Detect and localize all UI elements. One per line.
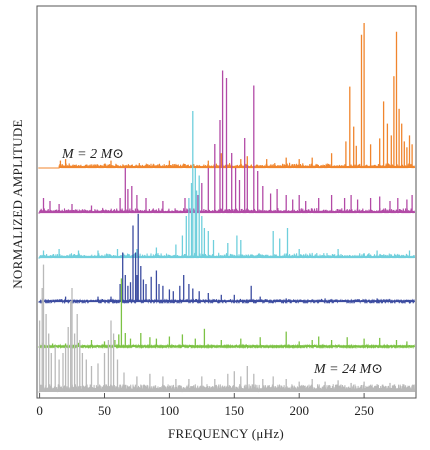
x-tick-label-150: 150 (225, 403, 245, 418)
x-axis-label: FREQUENCY (μHz) (168, 426, 284, 441)
series-s1-baseline (38, 162, 416, 169)
x-tick-label-0: 0 (36, 403, 43, 418)
x-tick-label-200: 200 (289, 403, 309, 418)
series-s6 (38, 264, 416, 393)
series-s5-baseline (38, 343, 416, 349)
annotation-2msun: M = 2 M⊙ (61, 147, 124, 162)
series-s4 (38, 213, 416, 304)
x-tick-label-250: 250 (354, 403, 374, 418)
series-s3 (38, 111, 416, 259)
x-ticks: 0 50 100 150 200 250 (36, 393, 374, 418)
x-tick-label-100: 100 (160, 403, 180, 418)
y-axis-label: NORMALIZED AMPLITUDE (10, 119, 25, 289)
series-s4-baseline (38, 298, 416, 304)
series-layer (38, 23, 416, 393)
plot-frame (36, 5, 417, 399)
x-tick-label-50: 50 (98, 403, 111, 418)
series-s6-baseline (38, 384, 416, 393)
series-s3-baseline (38, 252, 416, 259)
series-s2 (38, 70, 416, 214)
annotation-24msun: M = 24 M⊙ (313, 362, 383, 377)
series-s1 (38, 23, 416, 169)
series-s5 (38, 278, 416, 349)
